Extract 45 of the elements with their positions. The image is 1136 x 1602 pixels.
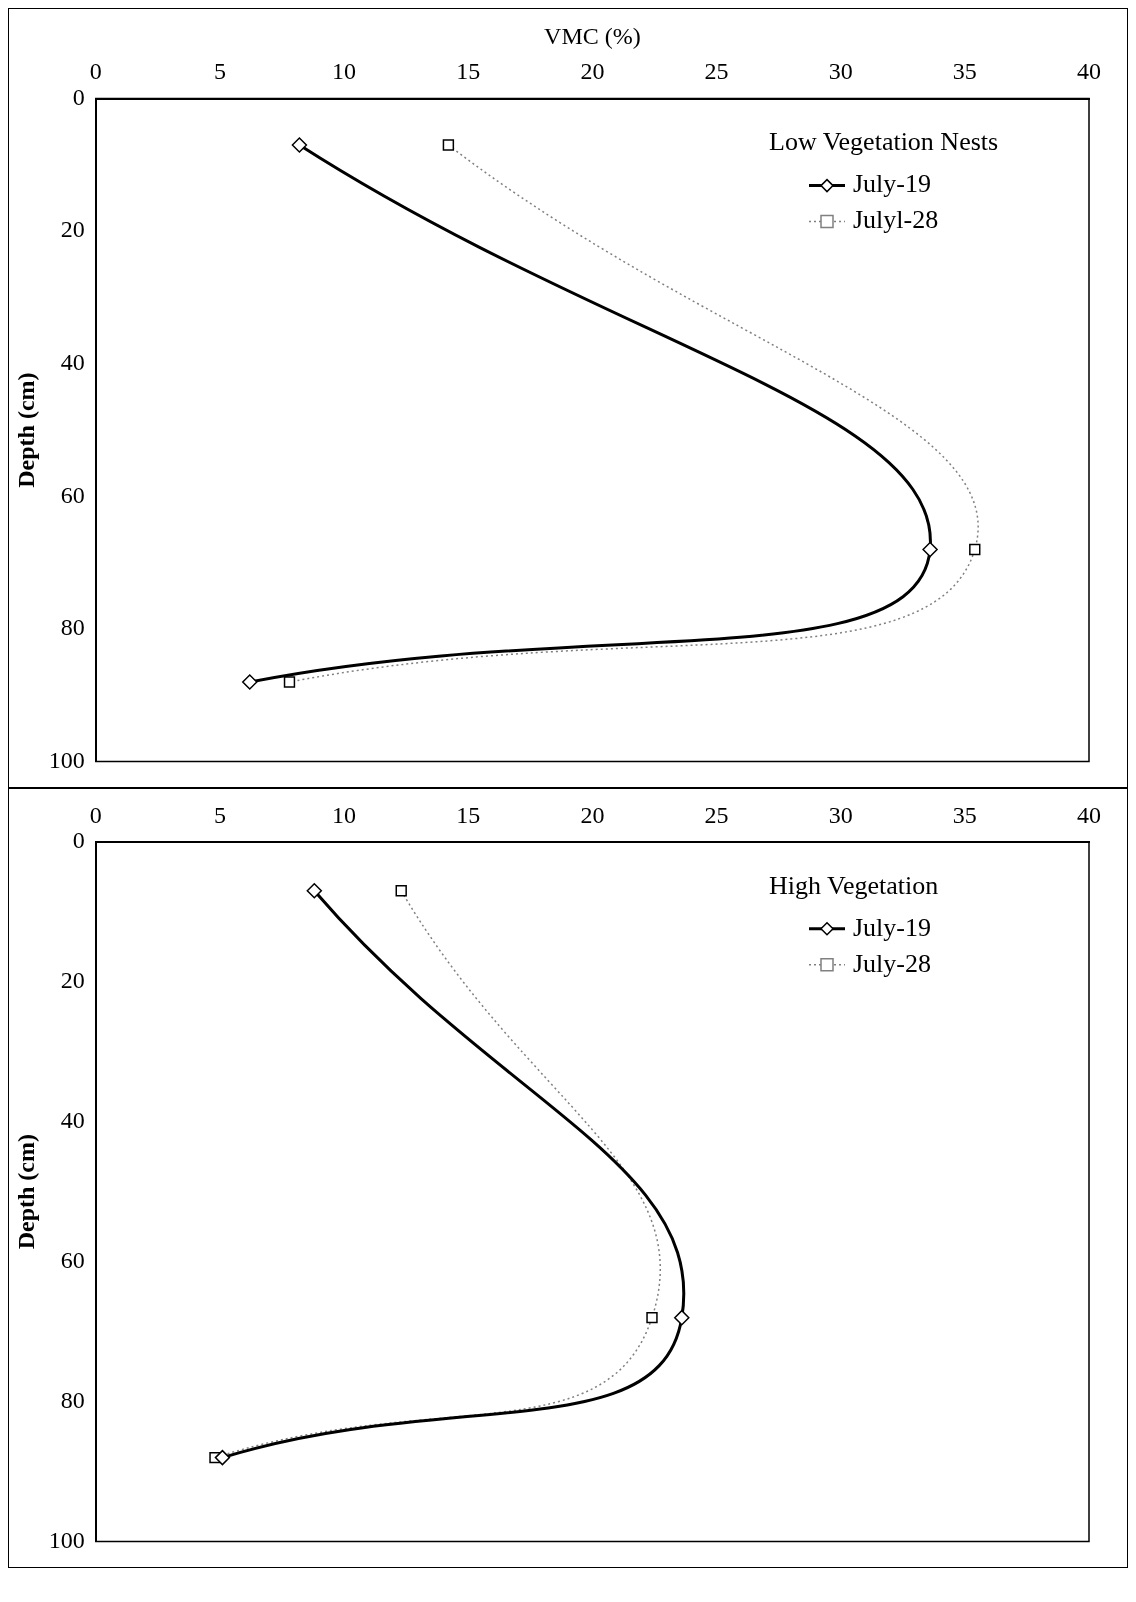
point	[291, 137, 308, 153]
legend-title: High Vegetation	[769, 870, 939, 900]
y-tick-label: 80	[60, 614, 85, 641]
legend-label: July-19	[853, 912, 931, 942]
x-tick-label: 25	[704, 58, 729, 85]
x-tick-label: 5	[213, 801, 226, 828]
y-tick-label: 60	[60, 481, 85, 508]
x-tick-label: 35	[952, 58, 977, 85]
x-tick-label: 25	[704, 801, 729, 828]
y-tick-label: 80	[60, 1386, 85, 1413]
point	[674, 1309, 690, 1326]
x-tick-label: 5	[213, 58, 226, 85]
x-tick-label: 40	[1077, 58, 1101, 85]
y-tick-label: 100	[48, 1526, 85, 1553]
x-tick-label: 15	[456, 801, 481, 828]
y-tick-label: 0	[72, 827, 85, 854]
y-tick-label: 0	[72, 83, 85, 110]
point	[922, 541, 938, 558]
y-tick-label: 100	[48, 746, 85, 773]
y-tick-label: 60	[60, 1246, 85, 1273]
x-tick-label: 40	[1077, 801, 1101, 828]
legend-label: July-19	[853, 169, 931, 199]
x-tick-label: 10	[332, 801, 357, 828]
x-tick-label: 35	[952, 801, 977, 828]
y-tick-label: 40	[60, 1107, 85, 1134]
legend-title: Low Vegetation Nests	[769, 127, 999, 157]
legend-label: July-28	[853, 948, 931, 978]
legend-label: Julyl-28	[853, 205, 939, 235]
y-axis-title: Depth (cm)	[12, 372, 39, 488]
x-tick-label: 10	[332, 58, 357, 85]
x-tick-label: 20	[580, 58, 605, 85]
y-tick-label: 20	[60, 216, 85, 243]
point	[306, 883, 323, 899]
point	[242, 674, 258, 690]
y-tick-label: 20	[60, 967, 85, 994]
x-axis-title: VMC (%)	[544, 22, 641, 49]
x-tick-label: 0	[89, 801, 102, 828]
x-tick-label: 20	[580, 801, 605, 828]
x-tick-label: 30	[828, 58, 853, 85]
y-tick-label: 40	[60, 349, 85, 376]
x-tick-label: 15	[456, 58, 481, 85]
x-tick-label: 30	[828, 801, 853, 828]
point	[214, 1449, 231, 1466]
y-axis-title: Depth (cm)	[12, 1134, 39, 1250]
x-tick-label: 0	[89, 58, 102, 85]
